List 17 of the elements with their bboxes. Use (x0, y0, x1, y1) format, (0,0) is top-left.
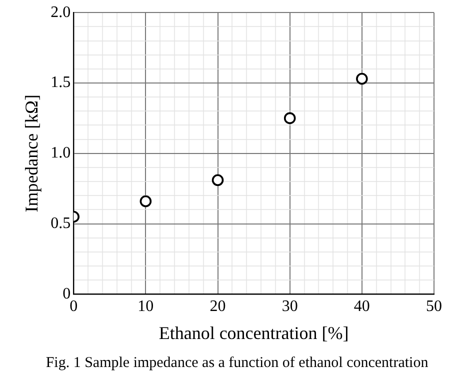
y-tick-label: 1.5 (50, 74, 71, 92)
x-axis-title: Ethanol concentration [%] (158, 322, 349, 343)
point (284, 112, 296, 124)
x-tick-label: 50 (426, 298, 442, 316)
x-tick-label: 10 (138, 298, 154, 316)
y-tick-label: 0 (62, 285, 71, 302)
point (356, 72, 368, 85)
caption: Fig. 1 Sample impedance as a function of ethanol concentration (46, 355, 429, 371)
x-tick-label: 40 (354, 298, 370, 316)
point (212, 174, 224, 186)
y-axis-title: Impedance [kΩ] (22, 94, 42, 212)
y-tick-label: 0.5 (50, 215, 71, 232)
x-tick-label: 20 (210, 298, 226, 316)
y-tick-label: 1.0 (50, 144, 71, 162)
point (140, 195, 152, 208)
x-tick-label: 30 (282, 298, 298, 316)
y-tick-label: 2.0 (50, 4, 71, 21)
